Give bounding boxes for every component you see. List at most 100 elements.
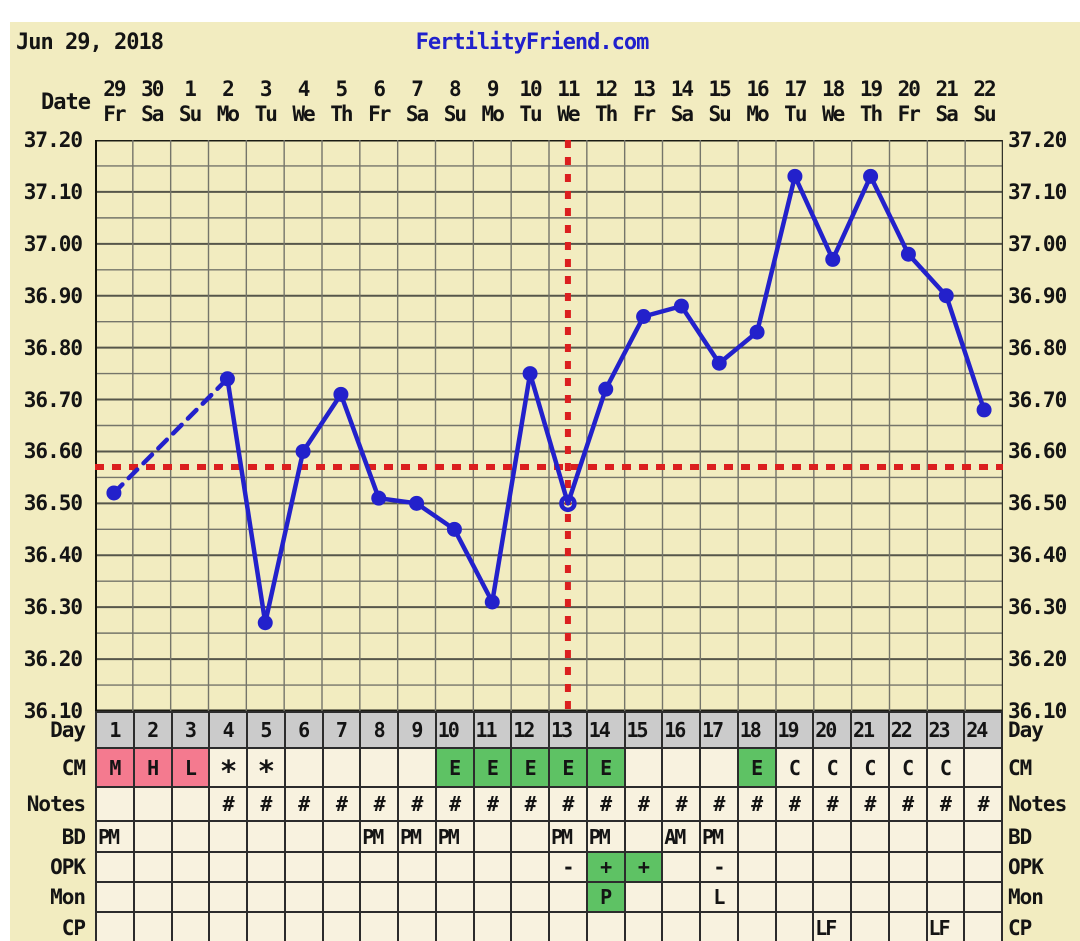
bd-cell-day-2[interactable]: [134, 822, 171, 851]
mon-cell-day-1[interactable]: [97, 883, 133, 911]
bd-cell-day-17[interactable]: PM: [701, 822, 737, 851]
notes-cell-day-19[interactable]: #: [776, 788, 813, 820]
mon-cell-day-11[interactable]: [474, 883, 511, 911]
temp-dot-day-19[interactable]: [787, 168, 803, 184]
cp-cell-day-9[interactable]: [399, 913, 435, 941]
cm-cell-day-11[interactable]: E: [474, 749, 511, 786]
bd-cell-day-16[interactable]: AM: [663, 822, 699, 851]
cm-cell-day-16[interactable]: [663, 749, 699, 786]
bd-cell-day-7[interactable]: [323, 822, 360, 851]
temp-dot-day-14[interactable]: [598, 381, 614, 397]
mon-cell-day-22[interactable]: [889, 883, 926, 911]
temp-dot-day-7[interactable]: [333, 386, 349, 402]
bd-cell-day-12[interactable]: [512, 822, 548, 851]
mon-cell-day-8[interactable]: [361, 883, 397, 911]
cm-cell-day-9[interactable]: [399, 749, 435, 786]
day-cell-day-23[interactable]: 23: [927, 713, 964, 747]
cm-cell-day-5[interactable]: *: [248, 749, 284, 786]
cm-cell-day-20[interactable]: C: [814, 749, 850, 786]
cp-cell-day-15[interactable]: [625, 913, 662, 941]
notes-cell-day-6[interactable]: #: [285, 788, 322, 820]
opk-cell-day-22[interactable]: [889, 853, 926, 881]
notes-cell-day-8[interactable]: #: [361, 788, 397, 820]
cm-cell-day-7[interactable]: [323, 749, 360, 786]
day-cell-day-19[interactable]: 19: [776, 713, 813, 747]
day-cell-day-20[interactable]: 20: [814, 713, 850, 747]
opk-cell-day-7[interactable]: [323, 853, 360, 881]
notes-cell-day-11[interactable]: #: [474, 788, 511, 820]
opk-cell-day-16[interactable]: [663, 853, 699, 881]
day-cell-day-2[interactable]: 2: [134, 713, 171, 747]
cm-cell-day-21[interactable]: C: [852, 749, 888, 786]
cp-cell-day-7[interactable]: [323, 913, 360, 941]
day-cell-day-22[interactable]: 22: [889, 713, 926, 747]
opk-cell-day-10[interactable]: [436, 853, 473, 881]
temp-dot-day-5[interactable]: [257, 615, 273, 631]
notes-cell-day-2[interactable]: [134, 788, 171, 820]
bd-cell-day-13[interactable]: PM: [550, 822, 586, 851]
temp-dot-day-23[interactable]: [938, 288, 954, 304]
bd-cell-day-18[interactable]: [738, 822, 775, 851]
notes-cell-day-9[interactable]: #: [399, 788, 435, 820]
temp-dot-day-1[interactable]: [106, 485, 122, 501]
mon-cell-day-13[interactable]: [550, 883, 586, 911]
mon-cell-day-4[interactable]: [210, 883, 246, 911]
notes-cell-day-12[interactable]: #: [512, 788, 548, 820]
opk-cell-day-18[interactable]: [738, 853, 775, 881]
temp-dot-day-6[interactable]: [295, 443, 311, 459]
cp-cell-day-18[interactable]: [738, 913, 775, 941]
temp-dot-day-10[interactable]: [446, 521, 462, 537]
notes-cell-day-7[interactable]: #: [323, 788, 360, 820]
day-cell-day-1[interactable]: 1: [97, 713, 133, 747]
temp-dot-day-20[interactable]: [825, 251, 841, 267]
bd-cell-day-4[interactable]: [210, 822, 246, 851]
notes-cell-day-13[interactable]: #: [550, 788, 586, 820]
day-cell-day-15[interactable]: 15: [625, 713, 662, 747]
opk-cell-day-4[interactable]: [210, 853, 246, 881]
temp-dot-day-21[interactable]: [863, 168, 879, 184]
mon-cell-day-3[interactable]: [172, 883, 209, 911]
opk-cell-day-5[interactable]: [248, 853, 284, 881]
cm-cell-day-23[interactable]: C: [927, 749, 964, 786]
mon-cell-day-24[interactable]: [965, 883, 1001, 911]
cp-cell-day-5[interactable]: [248, 913, 284, 941]
bd-cell-day-24[interactable]: [965, 822, 1001, 851]
day-cell-day-16[interactable]: 16: [663, 713, 699, 747]
day-cell-day-18[interactable]: 18: [738, 713, 775, 747]
opk-cell-day-17[interactable]: -: [701, 853, 737, 881]
day-cell-day-10[interactable]: 10: [436, 713, 473, 747]
bd-cell-day-1[interactable]: PM: [97, 822, 133, 851]
mon-cell-day-7[interactable]: [323, 883, 360, 911]
mon-cell-day-12[interactable]: [512, 883, 548, 911]
bd-cell-day-3[interactable]: [172, 822, 209, 851]
temp-dot-day-4[interactable]: [219, 371, 235, 387]
cp-cell-day-21[interactable]: [852, 913, 888, 941]
mon-cell-day-20[interactable]: [814, 883, 850, 911]
temp-dot-day-15[interactable]: [636, 308, 652, 324]
bd-cell-day-11[interactable]: [474, 822, 511, 851]
bd-cell-day-22[interactable]: [889, 822, 926, 851]
day-cell-day-7[interactable]: 7: [323, 713, 360, 747]
opk-cell-day-21[interactable]: [852, 853, 888, 881]
cp-cell-day-2[interactable]: [134, 913, 171, 941]
cm-cell-day-3[interactable]: L: [172, 749, 209, 786]
notes-cell-day-4[interactable]: #: [210, 788, 246, 820]
temp-dot-day-17[interactable]: [711, 355, 727, 371]
mon-cell-day-5[interactable]: [248, 883, 284, 911]
temp-dot-day-12[interactable]: [522, 366, 538, 382]
notes-cell-day-14[interactable]: #: [587, 788, 624, 820]
bd-cell-day-21[interactable]: [852, 822, 888, 851]
opk-cell-day-2[interactable]: [134, 853, 171, 881]
cm-cell-day-8[interactable]: [361, 749, 397, 786]
opk-cell-day-20[interactable]: [814, 853, 850, 881]
notes-cell-day-1[interactable]: [97, 788, 133, 820]
notes-cell-day-24[interactable]: #: [965, 788, 1001, 820]
mon-cell-day-19[interactable]: [776, 883, 813, 911]
cp-cell-day-14[interactable]: [587, 913, 624, 941]
cm-cell-day-13[interactable]: E: [550, 749, 586, 786]
day-cell-day-12[interactable]: 12: [512, 713, 548, 747]
cp-cell-day-1[interactable]: [97, 913, 133, 941]
mon-cell-day-9[interactable]: [399, 883, 435, 911]
cm-cell-day-17[interactable]: [701, 749, 737, 786]
cp-cell-day-19[interactable]: [776, 913, 813, 941]
